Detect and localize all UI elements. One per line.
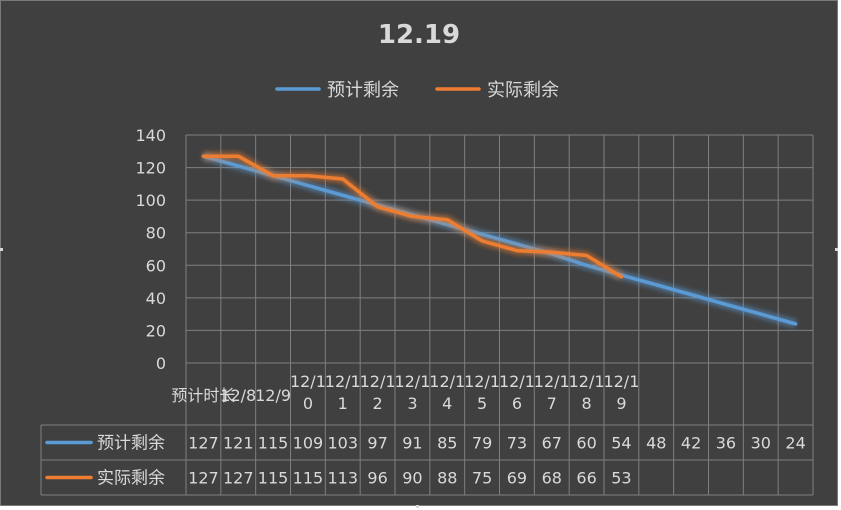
table-value: 109 <box>293 434 324 453</box>
table-value: 24 <box>785 434 805 453</box>
y-tick-label: 20 <box>146 321 166 340</box>
table-value: 121 <box>223 434 254 453</box>
table-value: 85 <box>437 434 457 453</box>
table-value: 67 <box>542 434 562 453</box>
category-label: 12/1 5 <box>464 372 500 413</box>
category-label-line: 5 <box>477 394 487 413</box>
table-value: 88 <box>437 469 457 488</box>
category-label: 预计时长 <box>171 386 235 405</box>
table-value: 127 <box>188 434 219 453</box>
gridlines <box>185 134 814 495</box>
table-value: 113 <box>327 469 358 488</box>
series-lines <box>201 152 798 328</box>
table-value: 127 <box>188 469 219 488</box>
table-value: 36 <box>716 434 736 453</box>
table-value: 97 <box>367 434 387 453</box>
table-value: 42 <box>681 434 701 453</box>
legend: 预计剩余 实际剩余 <box>275 80 559 101</box>
y-axis: 0 20 40 60 80 100 120 140 <box>135 126 166 373</box>
legend-label: 预计剩余 <box>327 80 399 101</box>
table-value: 91 <box>402 434 422 453</box>
table-value: 127 <box>223 469 254 488</box>
y-tick-label: 0 <box>156 354 166 373</box>
category-label: 12/1 7 <box>534 372 570 413</box>
y-tick-label: 100 <box>135 191 166 210</box>
table-value: 66 <box>576 469 596 488</box>
category-label: 12/1 2 <box>360 372 396 413</box>
category-label-line: 9 <box>616 394 626 413</box>
category-label-line: 1 <box>338 394 348 413</box>
category-label-line: 12/1 <box>290 372 326 391</box>
table-value: 75 <box>472 469 492 488</box>
table-value: 54 <box>611 434 631 453</box>
table-value: 115 <box>258 469 289 488</box>
category-label-line: 12/1 <box>429 372 465 391</box>
category-label-line: 4 <box>442 394 452 413</box>
resize-handle-left[interactable] <box>0 248 3 251</box>
category-label-line: 7 <box>547 394 557 413</box>
table-value: 90 <box>402 469 422 488</box>
y-tick-label: 140 <box>135 126 166 145</box>
category-label: 12/1 4 <box>429 372 465 413</box>
category-label: 12/1 9 <box>603 372 639 413</box>
table-value: 60 <box>576 434 596 453</box>
table-value: 30 <box>751 434 771 453</box>
category-label: 12/8 <box>220 386 256 405</box>
table-value: 103 <box>327 434 358 453</box>
table-value: 69 <box>507 469 527 488</box>
category-label: 12/1 6 <box>499 372 535 413</box>
category-label-line: 0 <box>303 394 313 413</box>
category-label: 12/9 <box>255 386 291 405</box>
legend-label: 实际剩余 <box>487 80 559 101</box>
category-label-line: 12/1 <box>569 372 605 391</box>
category-label: 12/1 1 <box>325 372 361 413</box>
table-value: 68 <box>542 469 562 488</box>
series-line <box>201 154 624 279</box>
table-value: 115 <box>293 469 324 488</box>
category-label-line: 8 <box>581 394 591 413</box>
y-tick-label: 40 <box>146 289 166 308</box>
chart-title: 12.19 <box>378 20 460 50</box>
category-label-line: 12/1 <box>360 372 396 391</box>
category-label: 12/1 3 <box>394 372 430 413</box>
category-label-line: 2 <box>372 394 382 413</box>
resize-handle-bottom[interactable] <box>416 505 419 508</box>
category-label-line: 6 <box>512 394 522 413</box>
y-tick-label: 120 <box>135 159 166 178</box>
y-tick-label: 80 <box>146 224 166 243</box>
table-value: 48 <box>646 434 666 453</box>
table-value: 53 <box>611 469 631 488</box>
category-label: 12/1 0 <box>290 372 326 413</box>
table-series-name: 预计剩余 <box>97 434 165 454</box>
category-label-line: 12/1 <box>394 372 430 391</box>
table-value: 79 <box>472 434 492 453</box>
table-series-name: 实际剩余 <box>97 469 165 489</box>
category-label-line: 12/1 <box>464 372 500 391</box>
category-label-line: 12/1 <box>603 372 639 391</box>
y-tick-label: 60 <box>146 256 166 275</box>
category-label: 12/1 8 <box>569 372 605 413</box>
table-value: 73 <box>507 434 527 453</box>
resize-handle-right[interactable] <box>835 248 838 251</box>
category-label-line: 12/1 <box>499 372 535 391</box>
category-label-line: 12/1 <box>534 372 570 391</box>
table-value: 96 <box>367 469 387 488</box>
series-line <box>201 154 798 326</box>
category-label-line: 12/1 <box>325 372 361 391</box>
category-label-line: 3 <box>407 394 417 413</box>
table-value: 115 <box>258 434 289 453</box>
